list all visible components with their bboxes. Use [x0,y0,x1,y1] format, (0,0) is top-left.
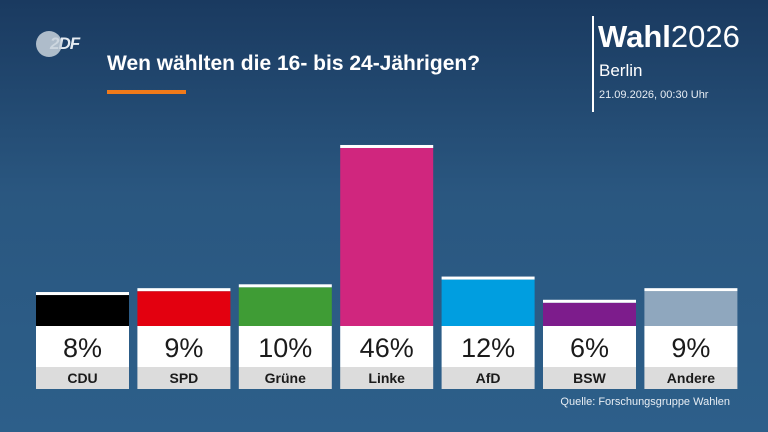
bar-andere [644,291,738,326]
category-label-gr-ne: Grüne [265,370,306,386]
bar-spd [137,291,231,326]
zdf-logo-icon [36,31,62,57]
bar-cap-andere [644,288,738,292]
value-label-andere: 9% [671,333,710,363]
brand-city: Berlin [599,61,643,80]
category-box-afd [441,367,535,389]
value-label-bsw: 6% [570,333,609,363]
title-underline [107,90,186,94]
brand-title-bold: Wahl [598,19,671,54]
value-box-linke [340,326,434,367]
bar-cap-afd [441,276,535,280]
value-box-afd [441,326,535,367]
category-box-cdu [36,367,129,389]
brand-title: Wahl2026 [598,18,740,56]
bar-bsw [543,302,636,326]
bar-cap-spd [137,288,231,292]
category-label-spd: SPD [170,370,199,386]
category-box-gr-ne [238,367,332,389]
category-box-andere [644,367,738,389]
bar-cdu [36,295,129,326]
value-box-cdu [36,326,129,367]
category-label-andere: Andere [667,370,715,386]
value-label-gr-ne: 10% [258,333,312,363]
source-note: Quelle: Forschungsgruppe Wahlen [560,396,730,408]
value-box-andere [644,326,738,367]
bar-gr-ne [238,287,332,326]
zdf-logo: 2DF [36,30,80,58]
brand-title-year: 2026 [670,19,740,54]
bar-cap-gr-ne [238,284,332,288]
category-box-linke [340,367,434,389]
value-box-bsw [543,326,636,367]
value-box-gr-ne [238,326,332,367]
category-box-bsw [543,367,636,389]
bar-linke [340,147,434,326]
bar-afd [441,279,535,326]
category-label-afd: AfD [476,370,501,386]
bar-cap-cdu [36,292,129,296]
value-label-cdu: 8% [63,333,102,363]
category-label-bsw: BSW [573,370,606,386]
bar-cap-linke [340,144,434,148]
value-label-linke: 46% [360,333,414,363]
value-label-spd: 9% [164,333,203,363]
brand-datetime: 21.09.2026, 00:30 Uhr [599,89,709,101]
category-box-spd [137,367,231,389]
category-label-cdu: CDU [67,370,97,386]
bar-cap-bsw [543,299,636,303]
category-label-linke: Linke [368,370,405,386]
value-label-afd: 12% [461,333,515,363]
brand-divider [592,16,594,112]
value-box-spd [137,326,231,367]
chart-title: Wen wählten die 16- bis 24-Jährigen? [107,52,481,75]
